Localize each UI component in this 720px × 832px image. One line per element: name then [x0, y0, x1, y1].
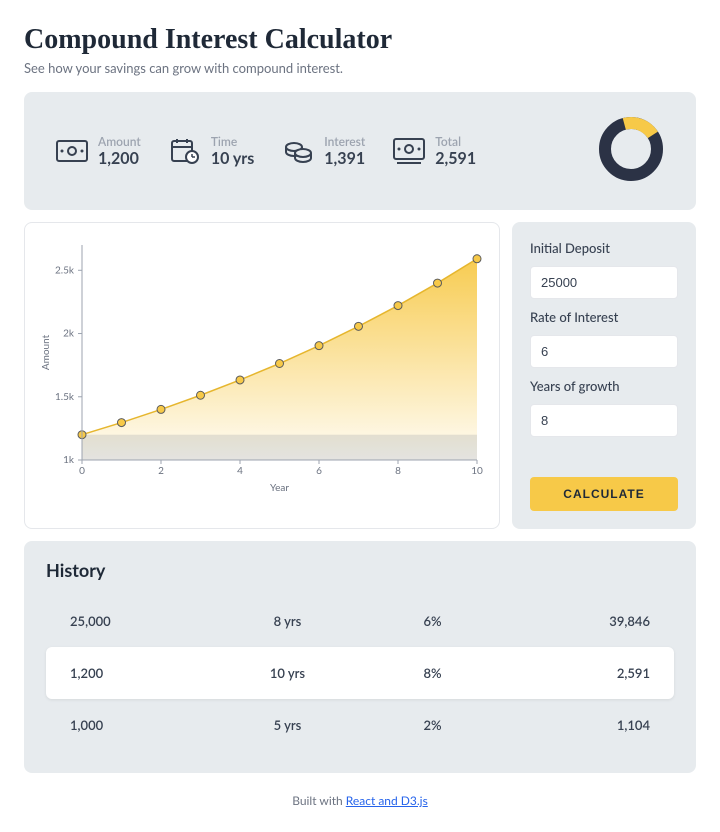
growth-chart: 0 2 4 6 8 10 1k 1.5k 2k 2.5k Year Amount	[24, 222, 500, 529]
coins-icon	[282, 135, 314, 167]
svg-text:10: 10	[471, 465, 483, 477]
svg-text:6: 6	[316, 465, 322, 477]
total-value: 2,591	[435, 149, 476, 168]
history-total: 2,591	[505, 665, 660, 681]
history-total: 39,846	[505, 613, 660, 629]
footer-prefix: Built with	[292, 793, 346, 808]
years-input[interactable]	[530, 404, 678, 437]
deposit-label: Initial Deposit	[530, 240, 678, 256]
svg-text:Amount: Amount	[40, 334, 52, 370]
history-total: 1,104	[505, 717, 660, 733]
summary-interest: Interest 1,391	[282, 134, 365, 168]
rate-input[interactable]	[530, 335, 678, 368]
history-time: 8 yrs	[215, 613, 360, 629]
svg-text:0: 0	[79, 465, 85, 477]
summary-card: Amount 1,200 Time 10 yrs Interest 1,391 …	[24, 92, 696, 210]
rate-label: Rate of Interest	[530, 309, 678, 325]
history-row[interactable]: 1,0005 yrs2%1,104	[46, 699, 674, 751]
page-title: Compound Interest Calculator	[24, 24, 696, 56]
interest-value: 1,391	[324, 149, 365, 168]
money-icon	[56, 135, 88, 167]
donut-chart	[598, 116, 664, 186]
history-row[interactable]: 1,20010 yrs8%2,591	[46, 647, 674, 699]
time-value: 10 yrs	[211, 149, 254, 168]
summary-amount: Amount 1,200	[56, 134, 141, 168]
svg-text:4: 4	[237, 465, 243, 477]
history-time: 10 yrs	[215, 665, 360, 681]
money-total-icon	[393, 135, 425, 167]
summary-total: Total 2,591	[393, 134, 476, 168]
deposit-input[interactable]	[530, 266, 678, 299]
svg-text:2: 2	[158, 465, 164, 477]
history-amount: 1,200	[60, 665, 215, 681]
calendar-clock-icon	[169, 135, 201, 167]
history-time: 5 yrs	[215, 717, 360, 733]
svg-text:1k: 1k	[63, 454, 75, 466]
footer: Built with React and D3.js	[24, 793, 696, 808]
footer-link[interactable]: React and D3.js	[346, 793, 428, 808]
amount-label: Amount	[98, 134, 141, 149]
years-label: Years of growth	[530, 378, 678, 394]
history-rate: 2%	[360, 717, 505, 733]
total-label: Total	[435, 134, 476, 149]
history-card: History 25,0008 yrs6%39,8461,20010 yrs8%…	[24, 541, 696, 773]
svg-text:8: 8	[395, 465, 401, 477]
summary-time: Time 10 yrs	[169, 134, 254, 168]
page-subtitle: See how your savings can grow with compo…	[24, 60, 696, 76]
history-amount: 1,000	[60, 717, 215, 733]
calculate-button[interactable]: CALCULATE	[530, 477, 678, 511]
history-amount: 25,000	[60, 613, 215, 629]
svg-text:2k: 2k	[63, 328, 75, 340]
history-rate: 6%	[360, 613, 505, 629]
history-title: History	[46, 559, 674, 581]
amount-value: 1,200	[98, 149, 141, 168]
time-label: Time	[211, 134, 254, 149]
svg-text:2.5k: 2.5k	[55, 264, 75, 276]
history-rate: 8%	[360, 665, 505, 681]
svg-text:Year: Year	[270, 482, 289, 494]
controls-panel: Initial Deposit Rate of Interest Years o…	[512, 222, 696, 529]
history-row[interactable]: 25,0008 yrs6%39,846	[46, 595, 674, 647]
svg-text:1.5k: 1.5k	[55, 391, 75, 403]
interest-label: Interest	[324, 134, 365, 149]
